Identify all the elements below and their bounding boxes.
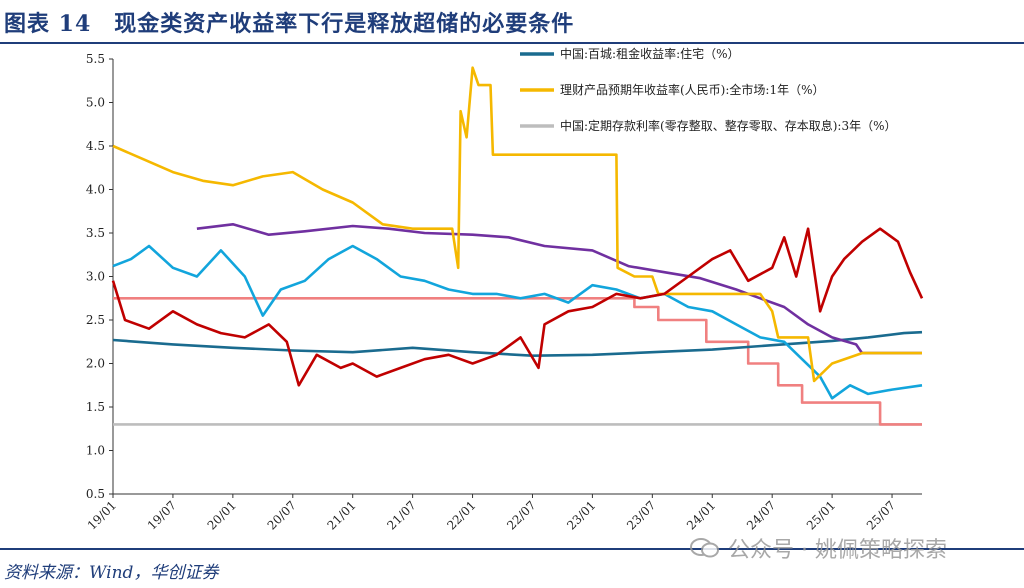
y-tick-label: 1.0: [86, 444, 105, 458]
y-tick-label: 2.5: [86, 313, 105, 327]
y-tick-label: 0.5: [86, 487, 105, 501]
x-tick-label: 19/01: [85, 498, 119, 532]
y-tick-label: 5.5: [86, 52, 105, 66]
y-tick-label: 3.0: [86, 270, 105, 284]
watermark-text: 公众号 · 姚佩策略探索: [728, 538, 947, 563]
x-tick-label: 23/07: [624, 498, 658, 532]
series-line-3: [112, 244, 923, 400]
source-note: 资料来源：Wind，华创证券: [4, 563, 219, 583]
x-tick-label: 25/07: [864, 498, 898, 532]
line-chart: 0.5 1.0 1.5 2.0 2.5 3.0 3.5 4.0 4.5 5.0 5.5 19/01 19…: [85, 46, 924, 533]
series-line-1: [112, 66, 922, 383]
watermark: 公众号 · 姚佩策略探索: [690, 532, 947, 564]
x-tick-label: 20/01: [205, 498, 239, 532]
y-tick-label: 5.0: [86, 96, 105, 110]
series-line-5: [111, 227, 924, 387]
x-tick-label: 20/07: [265, 498, 299, 532]
y-tick-label: 1.5: [86, 400, 105, 414]
legend-label: 中国:百城:租金收益率:住宅（%）: [560, 46, 740, 61]
chart-title: 图表 14 现金类资产收益率下行是释放超储的必要条件: [4, 11, 575, 37]
series-line-6: [113, 297, 922, 426]
legend-label: 中国:定期存款利率(零存整取、整存零取、存本取息):3年（%）: [560, 118, 897, 133]
footer-divider: [0, 548, 1024, 550]
legend-label: 理财产品预期年收益率(人民币):全市场:1年（%）: [560, 82, 825, 97]
title-bar: 图表 14 现金类资产收益率下行是释放超储的必要条件: [0, 0, 1024, 44]
series-line-4: [196, 223, 922, 355]
chart-area: 0.5 1.0 1.5 2.0 2.5 3.0 3.5 4.0 4.5 5.0 5.5 19/01 19…: [0, 44, 1024, 548]
x-tick-label: 22/01: [444, 498, 478, 532]
y-tick-label: 4.5: [86, 139, 105, 153]
y-tick-label: 3.5: [86, 226, 105, 240]
x-tick-label: 24/01: [684, 498, 718, 532]
x-tick-label: 21/07: [384, 498, 418, 532]
y-tick-label: 2.0: [86, 357, 105, 371]
wechat-icon: [690, 538, 719, 558]
x-tick-label: 25/01: [804, 498, 838, 532]
x-tick-label: 23/01: [564, 498, 598, 532]
series-line-0: [112, 330, 923, 358]
y-tick-label: 4.0: [86, 183, 105, 197]
x-tick-label: 22/07: [504, 498, 538, 532]
x-tick-label: 21/01: [324, 498, 358, 532]
x-tick-label: 24/07: [744, 498, 778, 532]
x-tick-label: 19/07: [145, 498, 179, 532]
